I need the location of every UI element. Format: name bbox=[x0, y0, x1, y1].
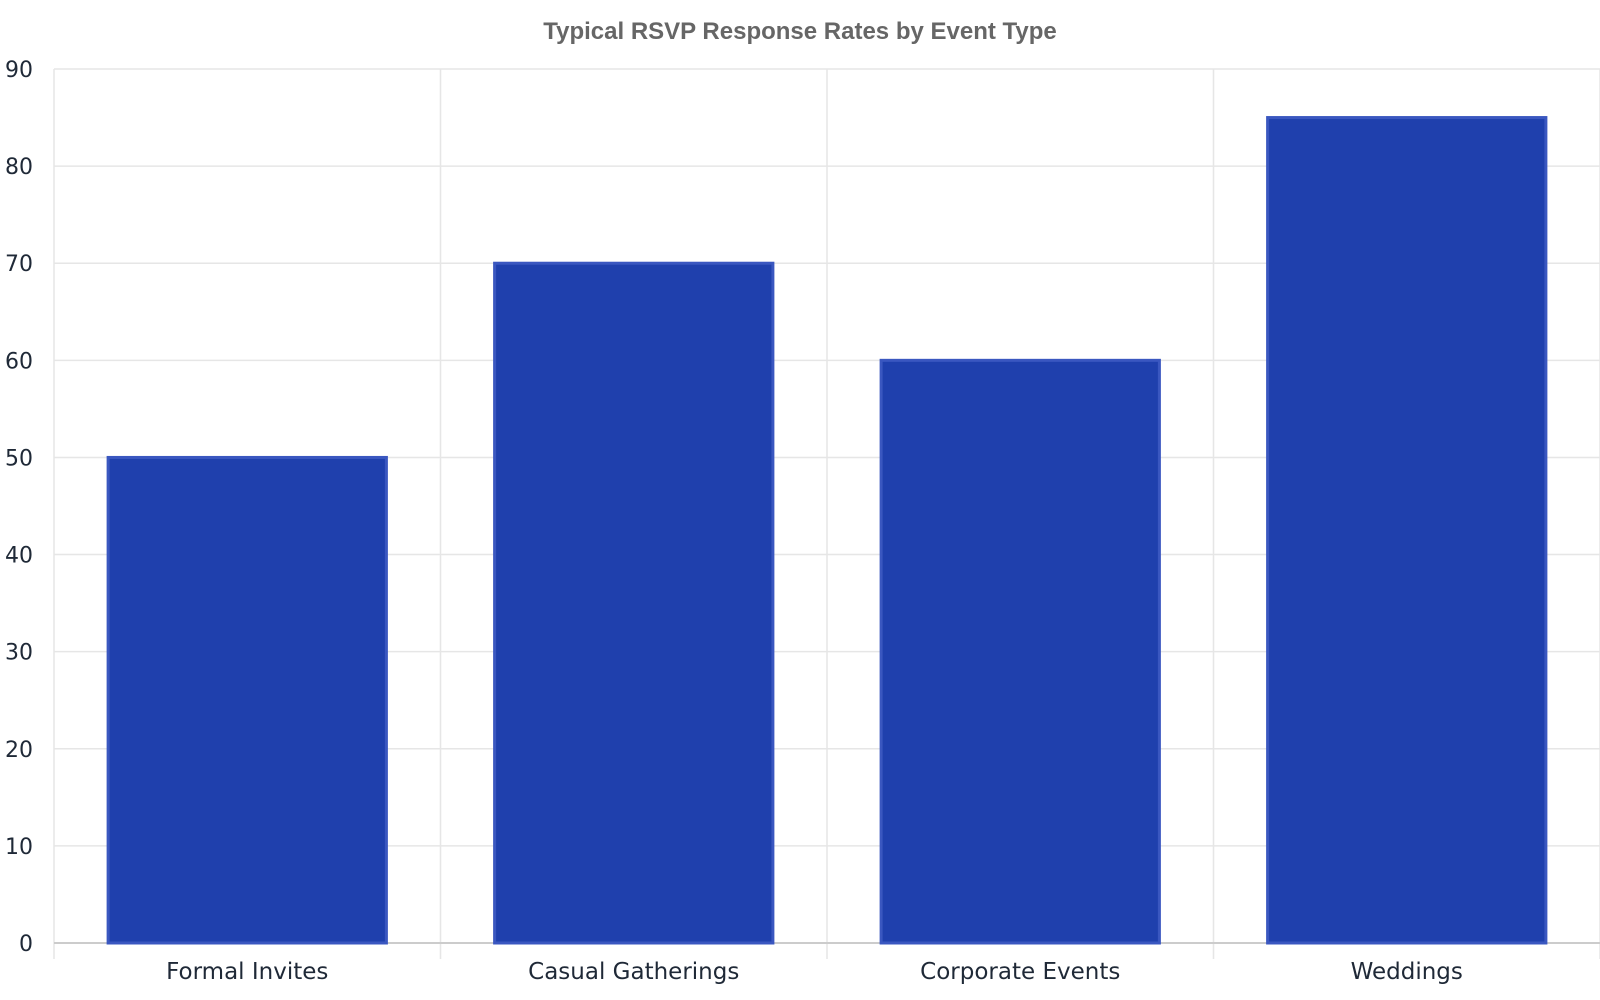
y-tick-label: 30 bbox=[5, 641, 33, 666]
x-tick-label: Weddings bbox=[1351, 959, 1463, 985]
y-tick-labels: 0 10 20 30 40 50 60 70 80 90 bbox=[5, 58, 33, 957]
bar bbox=[879, 358, 1161, 945]
chart-title: Typical RSVP Response Rates by Event Typ… bbox=[543, 18, 1057, 45]
y-tick-label: 90 bbox=[5, 58, 33, 83]
x-tick-label: Corporate Events bbox=[920, 959, 1120, 985]
y-tick-label: 0 bbox=[19, 932, 33, 957]
y-tick-label: 10 bbox=[5, 835, 33, 860]
x-tick-labels: Formal Invites Casual Gatherings Corporate… bbox=[166, 959, 1463, 985]
bars bbox=[106, 116, 1548, 945]
y-tick-label: 70 bbox=[5, 252, 33, 277]
y-tick-label: 60 bbox=[5, 349, 33, 374]
bar bbox=[1266, 116, 1548, 945]
y-tick-label: 20 bbox=[5, 738, 33, 763]
x-tick-label: Formal Invites bbox=[166, 959, 328, 985]
bar bbox=[106, 455, 388, 945]
y-tick-label: 40 bbox=[5, 544, 33, 569]
x-tick-label: Casual Gatherings bbox=[528, 959, 739, 985]
bar bbox=[493, 261, 775, 945]
y-tick-label: 80 bbox=[5, 155, 33, 180]
y-tick-label: 50 bbox=[5, 446, 33, 471]
